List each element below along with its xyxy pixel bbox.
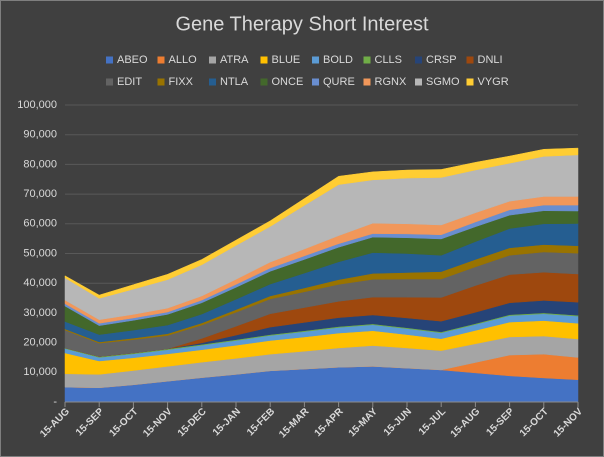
legend-swatch xyxy=(209,56,216,64)
legend-swatch xyxy=(157,78,165,86)
y-tick-label: 20,000 xyxy=(23,337,57,349)
legend-label: NTLA xyxy=(220,76,249,88)
legend-label: FIXX xyxy=(169,76,194,88)
legend-swatch xyxy=(466,78,474,86)
y-tick-label: 50,000 xyxy=(23,247,57,259)
area xyxy=(64,147,579,299)
legend-label: EDIT xyxy=(117,76,142,88)
legend-label: ABEO xyxy=(117,54,148,66)
legend-label: RGNX xyxy=(375,76,407,88)
legend-swatch xyxy=(106,56,113,64)
legend-label: DNLI xyxy=(478,54,503,66)
y-tick-label: 70,000 xyxy=(23,188,57,200)
legend-label: ONCE xyxy=(272,76,304,88)
legend-swatch xyxy=(363,56,371,64)
legend-label: VYGR xyxy=(478,76,509,88)
y-tick-label: 90,000 xyxy=(23,129,57,141)
y-tick-label: 60,000 xyxy=(23,218,57,230)
y-tick-label: 30,000 xyxy=(23,307,57,319)
y-tick-label: 10,000 xyxy=(23,366,57,378)
legend-label: BOLD xyxy=(323,54,353,66)
legend-label: BLUE xyxy=(272,54,301,66)
legend-label: CLLS xyxy=(375,54,403,66)
legend-swatch xyxy=(312,56,319,64)
y-tick-label: 40,000 xyxy=(23,277,57,289)
y-tick-label: 80,000 xyxy=(23,158,57,170)
chart-title: Gene Therapy Short Interest xyxy=(175,13,429,35)
legend-swatch xyxy=(157,56,165,64)
legend-swatch xyxy=(363,78,371,86)
legend-swatch xyxy=(260,56,268,64)
legend-swatch xyxy=(415,78,422,86)
legend-label: ATRA xyxy=(220,54,249,66)
y-tick-label: 100,000 xyxy=(17,99,57,111)
legend-label: ALLO xyxy=(169,54,198,66)
legend-swatch xyxy=(209,78,216,86)
legend-swatch xyxy=(312,78,319,86)
legend-label: QURE xyxy=(323,76,355,88)
legend-label: SGMO xyxy=(426,76,460,88)
y-tick-label: - xyxy=(53,396,57,408)
legend-swatch xyxy=(415,56,422,64)
legend-swatch xyxy=(260,78,268,86)
legend-swatch xyxy=(106,78,113,86)
legend-label: CRSP xyxy=(426,54,457,66)
legend-swatch xyxy=(466,56,474,64)
